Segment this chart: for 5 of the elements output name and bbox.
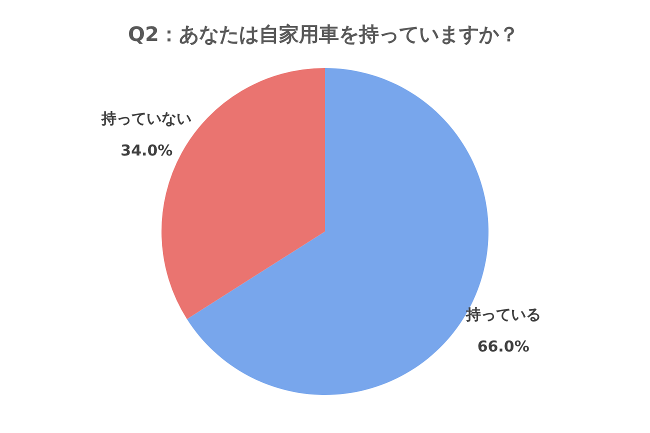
slice-label: 持っている: [464, 305, 541, 324]
chart-title: Q2：あなたは自家用車を持っていますか？: [128, 22, 519, 46]
data-label: 34.0%: [120, 141, 173, 160]
data-label: 66.0%: [477, 337, 530, 356]
slice-label: 持っていない: [100, 109, 192, 128]
